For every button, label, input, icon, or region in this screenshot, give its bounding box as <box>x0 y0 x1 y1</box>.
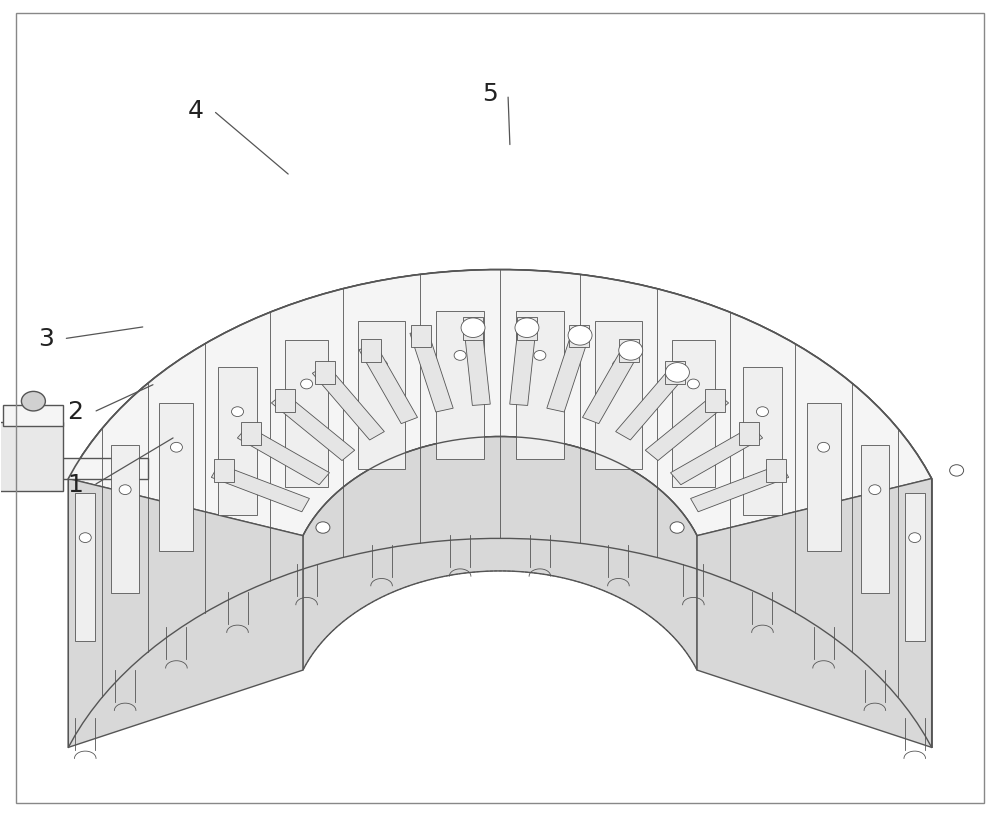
Bar <box>214 459 234 482</box>
Polygon shape <box>671 426 763 485</box>
Bar <box>665 361 685 384</box>
Circle shape <box>687 379 699 389</box>
Circle shape <box>21 392 45 411</box>
Circle shape <box>756 406 768 416</box>
Text: 1: 1 <box>68 473 84 498</box>
Bar <box>436 311 484 459</box>
Circle shape <box>454 351 466 361</box>
Polygon shape <box>312 365 384 440</box>
Polygon shape <box>697 478 932 747</box>
Polygon shape <box>68 269 932 747</box>
Circle shape <box>534 351 546 361</box>
Polygon shape <box>0 459 148 478</box>
Circle shape <box>665 362 689 382</box>
Polygon shape <box>237 426 329 485</box>
Bar <box>619 339 639 362</box>
Circle shape <box>568 326 592 345</box>
Bar <box>285 339 328 487</box>
Polygon shape <box>211 464 309 512</box>
Bar <box>3 406 63 426</box>
Polygon shape <box>359 344 418 424</box>
Bar <box>705 389 725 412</box>
Bar <box>275 389 295 412</box>
Circle shape <box>619 340 643 360</box>
Bar <box>411 325 431 348</box>
Circle shape <box>612 360 624 370</box>
Bar <box>75 494 95 641</box>
Bar <box>739 422 759 445</box>
Bar <box>516 311 564 459</box>
Text: 4: 4 <box>187 99 203 122</box>
Bar <box>463 317 483 340</box>
Bar <box>743 367 782 515</box>
Polygon shape <box>68 269 932 535</box>
Bar <box>361 339 381 362</box>
Text: 3: 3 <box>38 326 54 351</box>
Bar <box>241 422 261 445</box>
Polygon shape <box>691 464 789 512</box>
Bar <box>358 321 405 468</box>
Circle shape <box>670 521 684 533</box>
Polygon shape <box>410 330 453 412</box>
Circle shape <box>232 406 244 416</box>
Circle shape <box>818 442 830 452</box>
Polygon shape <box>547 330 590 412</box>
Bar <box>595 321 642 468</box>
Bar <box>111 446 139 593</box>
Circle shape <box>41 464 55 476</box>
Text: 5: 5 <box>482 82 498 106</box>
Bar <box>766 459 786 482</box>
Polygon shape <box>303 437 697 670</box>
Polygon shape <box>68 478 303 747</box>
Polygon shape <box>645 392 729 460</box>
Circle shape <box>316 521 330 533</box>
Circle shape <box>461 318 485 338</box>
Circle shape <box>950 464 964 476</box>
Circle shape <box>515 318 539 338</box>
Circle shape <box>869 485 881 494</box>
Bar <box>0 422 63 490</box>
Bar <box>569 325 589 348</box>
Polygon shape <box>582 344 641 424</box>
Bar <box>807 403 841 551</box>
Circle shape <box>301 379 313 389</box>
Polygon shape <box>510 323 536 406</box>
Text: 2: 2 <box>68 400 84 424</box>
Bar <box>159 403 193 551</box>
Polygon shape <box>616 365 688 440</box>
Circle shape <box>120 462 136 475</box>
Polygon shape <box>271 392 355 460</box>
Circle shape <box>376 360 388 370</box>
Bar <box>0 453 3 470</box>
Circle shape <box>79 533 91 543</box>
Bar <box>861 446 889 593</box>
Bar <box>218 367 257 515</box>
Bar <box>672 339 715 487</box>
Circle shape <box>119 485 131 494</box>
Bar <box>315 361 335 384</box>
Bar <box>517 317 537 340</box>
Circle shape <box>170 442 182 452</box>
Bar <box>905 494 925 641</box>
Polygon shape <box>464 323 490 406</box>
Circle shape <box>909 533 921 543</box>
